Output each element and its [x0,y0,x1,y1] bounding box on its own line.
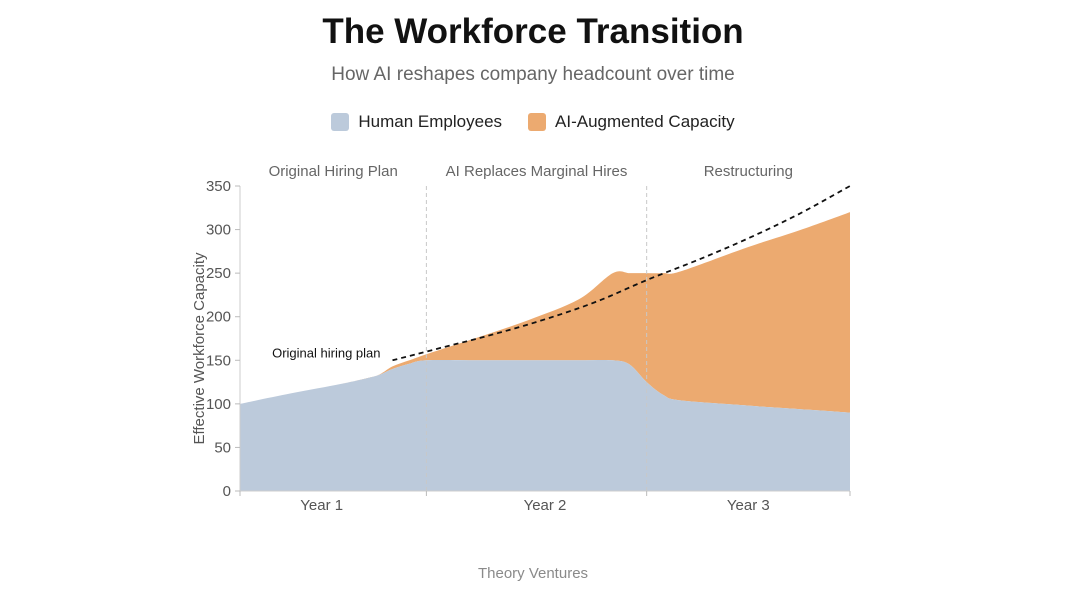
chart-subtitle: How AI reshapes company headcount over t… [331,64,735,85]
y-tick-label: 50 [214,439,231,456]
reference-line-label: Original hiring plan [272,345,380,360]
legend-swatch-human [331,113,350,131]
footer-credit: Theory Ventures [477,565,589,582]
phase-label: AI Replaces Marginal Hires [446,163,628,180]
y-tick-label: 250 [206,265,231,282]
legend-swatch-ai [528,113,547,131]
legend-label-human: Human Employees [358,112,503,131]
y-tick-label: 200 [206,309,231,326]
area-human-employees [240,359,850,491]
legend-item-ai: AI-Augmented Capacity [528,112,735,132]
y-tick-label: 0 [223,483,231,500]
x-tick-label: Year 1 [300,497,343,514]
y-axis-title: Effective Workforce Capacity [191,252,208,445]
chart-legend: Human Employees AI-Augmented Capacity [0,112,1066,132]
area-ai-augmented [240,212,850,413]
y-tick-label: 150 [206,352,231,369]
legend-label-ai: AI-Augmented Capacity [555,112,735,131]
x-tick-label: Year 3 [727,497,770,514]
legend-item-human: Human Employees [331,112,502,132]
x-tick-label: Year 2 [524,497,567,514]
y-tick-label: 100 [206,396,231,413]
y-tick-label: 350 [206,178,231,195]
phase-label: Restructuring [704,163,793,180]
chart-plot: Original Hiring Plan AI Replaces Marginal… [191,163,851,514]
y-tick-label: 300 [206,222,231,239]
chart-title: The Workforce Transition [322,12,744,51]
phase-label: Original Hiring Plan [269,163,398,180]
